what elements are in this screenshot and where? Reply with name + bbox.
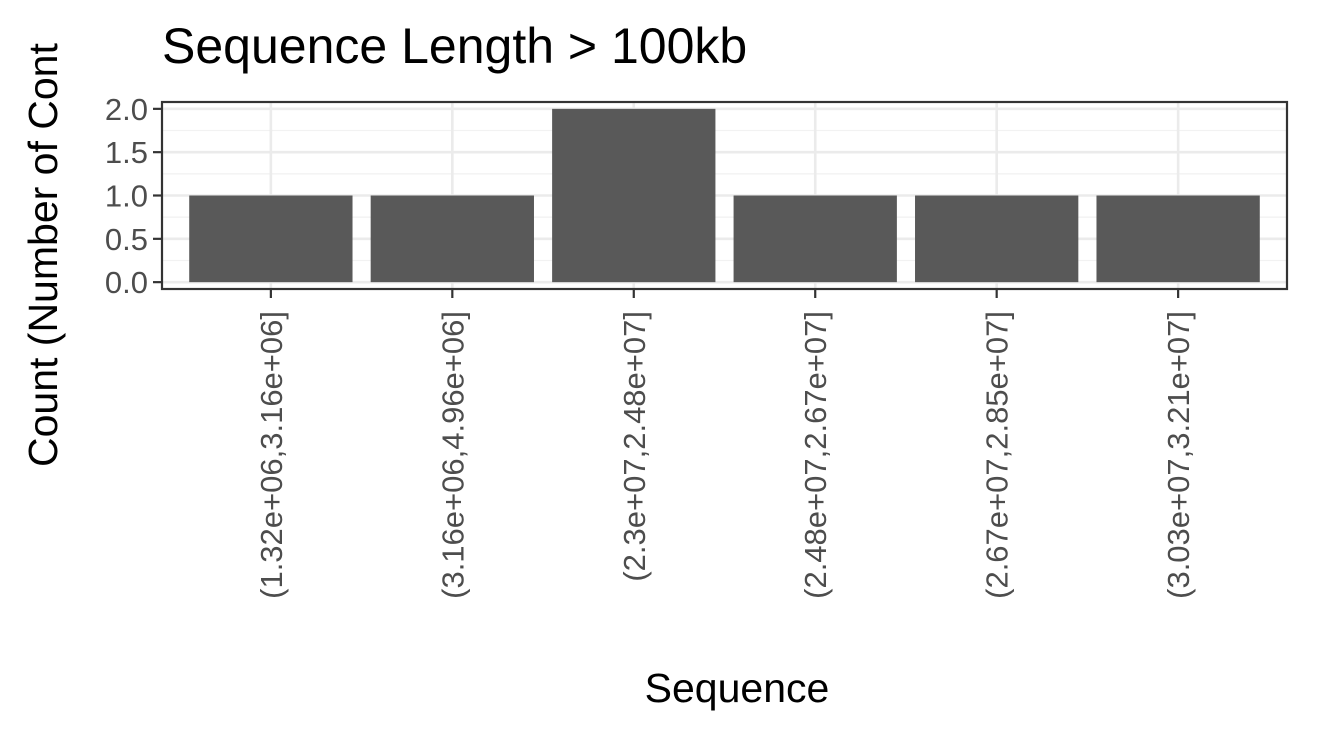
y-tick-label: 0.5	[105, 222, 148, 257]
bar	[733, 195, 897, 283]
x-tick-label: (2.3e+07,2.48e+07]	[617, 311, 652, 582]
x-tick-label: (1.32e+06,3.16e+06]	[254, 311, 289, 599]
bar	[552, 108, 716, 283]
bar	[1096, 195, 1260, 283]
bar	[189, 195, 353, 283]
bars	[189, 108, 1260, 283]
chart-title: Sequence Length > 100kb	[162, 18, 747, 74]
y-tick-label: 1.5	[105, 135, 148, 170]
bar	[915, 195, 1079, 283]
x-tick-label: (2.48e+07,2.67e+07]	[798, 311, 833, 599]
x-axis: (1.32e+06,3.16e+06] (3.16e+06,4.96e+06] (2…	[254, 289, 1196, 599]
y-axis: 0.0 0.5 1.0 1.5 2.0	[105, 92, 162, 300]
x-tick-label: (3.03e+07,3.21e+07]	[1161, 311, 1196, 599]
y-tick-label: 1.0	[105, 179, 148, 214]
bar	[370, 195, 534, 283]
x-axis-title: Sequence	[645, 665, 830, 711]
y-axis-title: Count (Number of Cont	[20, 43, 66, 467]
x-tick-label: (2.67e+07,2.85e+07]	[980, 311, 1015, 599]
x-tick-label: (3.16e+06,4.96e+06]	[435, 311, 470, 599]
y-tick-label: 0.0	[105, 265, 148, 300]
y-tick-label: 2.0	[105, 92, 148, 127]
